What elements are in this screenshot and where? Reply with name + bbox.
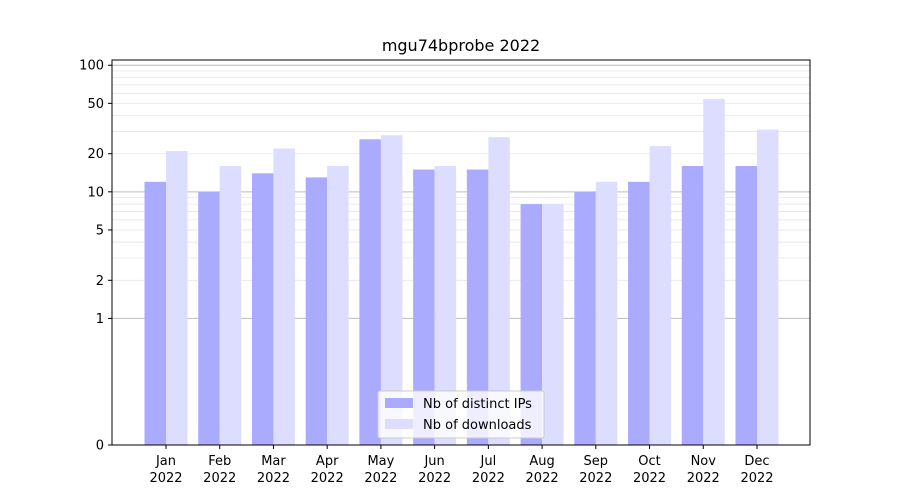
bar-distinct-ips-dec [735, 165, 757, 446]
x-tick-label-year: 2022 [633, 471, 666, 486]
x-tick-label-month: Mar [261, 454, 286, 469]
x-tick-label-year: 2022 [418, 471, 451, 486]
bar-distinct-ips-may [359, 139, 381, 445]
x-tick-label-month: Sep [584, 454, 609, 469]
bar-downloads-feb [219, 165, 242, 446]
y-tick-label: 100 [79, 59, 104, 74]
y-tick-label: 0 [96, 439, 104, 454]
x-tick-label-year: 2022 [740, 471, 773, 486]
bar-distinct-ips-mar [251, 173, 274, 445]
bar-distinct-ips-jun [413, 169, 435, 445]
x-tick-label-month: Feb [208, 454, 231, 469]
y-tick-label: 2 [96, 274, 104, 289]
bar-distinct-ips-nov [681, 165, 704, 446]
bar-downloads-sep [595, 181, 618, 445]
bar-distinct-ips-apr [305, 177, 328, 446]
bar-downloads-jan [166, 151, 188, 445]
bar-downloads-mar [273, 148, 295, 445]
x-tick-label-month: May [367, 454, 394, 469]
bar-distinct-ips-sep [574, 191, 596, 445]
y-tick-label: 20 [87, 147, 104, 162]
legend: Nb of distinct IPs Nb of downloads [377, 390, 545, 439]
x-tick-label-month: Apr [316, 454, 339, 469]
x-tick-label-month: Jul [480, 454, 497, 469]
y-tick-label: 10 [87, 185, 104, 200]
axis-ticks: 0 1 2 5 10 20 50 100 Jan 2022 Feb 2022 Mar 2022 Apr 202… [79, 59, 773, 486]
x-tick-label-year: 2022 [257, 471, 290, 486]
x-tick-label-year: 2022 [364, 471, 397, 486]
legend-box [377, 390, 545, 439]
x-tick-label-year: 2022 [526, 471, 559, 486]
x-tick-label-month: Dec [744, 454, 769, 469]
bar-downloads-apr [327, 165, 349, 446]
legend-label-downloads: Nb of downloads [423, 418, 532, 433]
x-tick-label-year: 2022 [311, 471, 344, 486]
x-tick-label-month: Nov [691, 454, 717, 469]
x-tick-label-year: 2022 [203, 471, 236, 486]
x-tick-label-year: 2022 [579, 471, 612, 486]
legend-swatch-downloads [385, 419, 413, 429]
bar-distinct-ips-aug [520, 204, 543, 445]
chart-title: mgu74bprobe 2022 [382, 36, 540, 55]
bar-distinct-ips-jan [144, 181, 166, 445]
bar-downloads-oct [649, 146, 672, 445]
bar-distinct-ips-jul [466, 169, 489, 445]
x-tick-label-month: Jan [155, 454, 176, 469]
bar-distinct-ips-feb [198, 191, 220, 445]
legend-label-distinct-ips: Nb of distinct IPs [423, 397, 532, 412]
y-tick-label: 1 [96, 312, 104, 327]
bars [144, 99, 779, 446]
legend-swatch-distinct-ips [385, 398, 413, 408]
x-tick-label-month: Jun [423, 454, 444, 469]
bar-downloads-aug [542, 204, 564, 445]
x-tick-label-year: 2022 [472, 471, 505, 486]
y-tick-label: 50 [87, 97, 104, 112]
y-tick-label: 5 [96, 223, 104, 238]
x-tick-label-year: 2022 [687, 471, 720, 486]
bar-downloads-dec [757, 129, 779, 445]
bar-distinct-ips-oct [628, 181, 650, 445]
x-tick-label-year: 2022 [149, 471, 182, 486]
x-tick-label-month: Aug [529, 454, 554, 469]
bar-downloads-jul [488, 137, 510, 446]
bar-downloads-jun [434, 165, 457, 446]
bar-downloads-nov [703, 99, 725, 445]
plot-area-frame [111, 59, 811, 446]
bar-downloads-may [380, 135, 403, 445]
x-tick-label-month: Oct [638, 454, 660, 469]
